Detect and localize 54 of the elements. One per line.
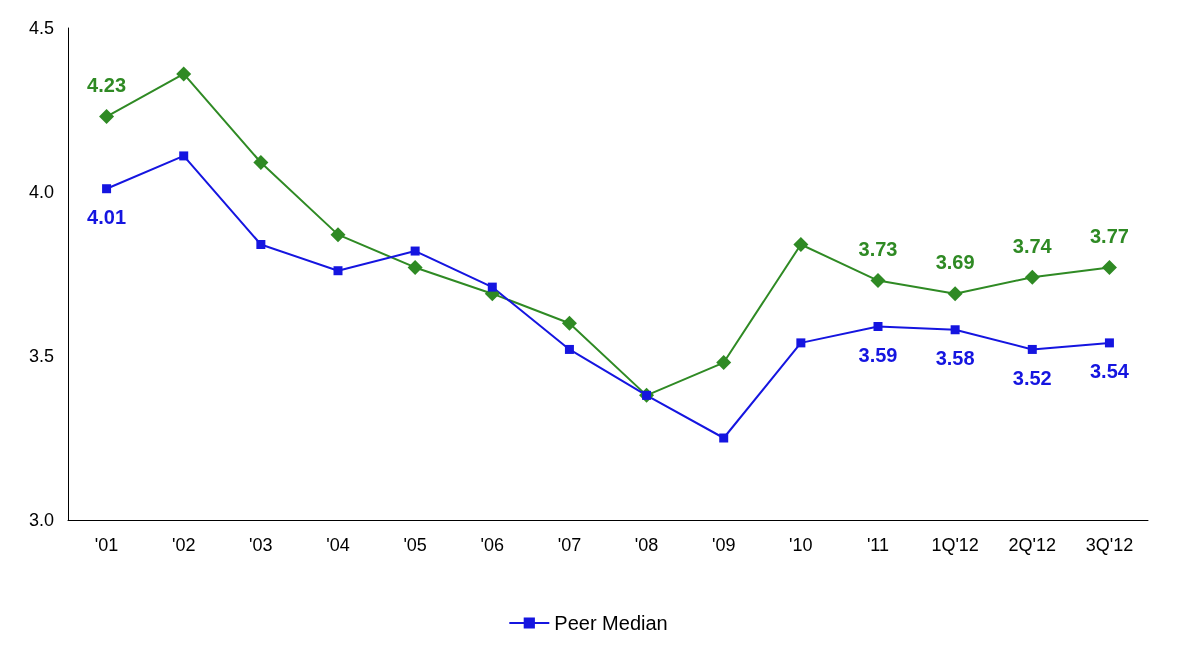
- point: [407, 259, 423, 275]
- x-tick-label: '05: [403, 535, 427, 555]
- data-label: 3.69: [935, 251, 975, 274]
- point: [179, 151, 189, 161]
- y-tick-label: 3.0: [28, 510, 54, 530]
- point: [793, 236, 809, 252]
- legend-label: Peer Median: [554, 612, 668, 634]
- point: [410, 246, 420, 256]
- point: [1104, 338, 1114, 348]
- x-tick-label: '09: [711, 535, 736, 555]
- point: [796, 338, 806, 348]
- point: [253, 154, 269, 170]
- point: [1027, 344, 1037, 354]
- x-tick-label: '11: [866, 535, 890, 555]
- x-tick-label: '04: [326, 535, 350, 555]
- point: [1024, 269, 1040, 285]
- point: [873, 321, 883, 331]
- point: [176, 66, 192, 82]
- x-tick-label: '01: [94, 535, 119, 555]
- point: [333, 266, 343, 276]
- point: [487, 282, 497, 292]
- data-label: 3.74: [1012, 234, 1053, 257]
- x-tick-label: 1Q'12: [931, 535, 979, 555]
- point: [870, 273, 886, 289]
- data-label: 3.52: [1012, 366, 1052, 389]
- point: [947, 286, 963, 302]
- data-label: 4.01: [87, 206, 127, 229]
- y-tick-label: 3.5: [28, 346, 54, 366]
- x-tick-label: 3Q'12: [1085, 535, 1134, 555]
- point: [561, 315, 577, 331]
- data-label: 3.54: [1089, 360, 1130, 383]
- x-tick-label: 2Q'12: [1008, 535, 1057, 555]
- x-tick-label: '10: [789, 535, 813, 555]
- x-tick-label: '06: [480, 535, 505, 555]
- data-label: 3.59: [858, 343, 898, 366]
- point: [256, 239, 266, 249]
- x-tick-label: '07: [557, 535, 582, 555]
- x-tick-label: '03: [249, 535, 273, 555]
- data-label: 3.77: [1089, 224, 1129, 247]
- x-tick-label: '08: [634, 535, 659, 555]
- point: [99, 109, 115, 125]
- y-tick-label: 4.5: [28, 18, 54, 38]
- point: [102, 184, 112, 194]
- data-label: 3.73: [858, 238, 898, 261]
- point: [1101, 259, 1117, 275]
- point: [716, 355, 732, 371]
- y-tick-label: 4.0: [28, 182, 54, 202]
- point: [564, 344, 574, 354]
- point: [330, 227, 346, 243]
- x-tick-label: '02: [171, 535, 196, 555]
- point: [950, 325, 960, 335]
- data-label: 4.23: [87, 74, 127, 97]
- point: [719, 433, 729, 443]
- data-label: 3.58: [935, 347, 975, 370]
